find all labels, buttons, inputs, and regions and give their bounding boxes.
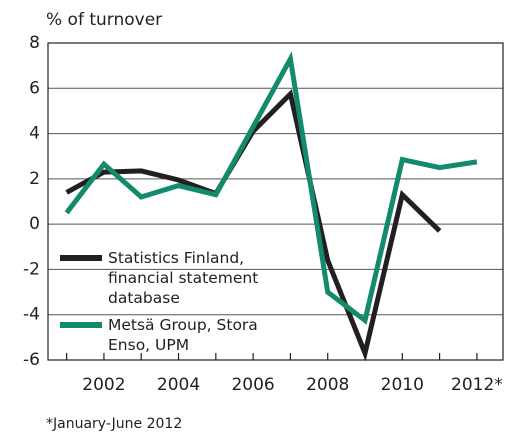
y-tick-label: -6 (23, 350, 40, 370)
y-tick-label: -2 (23, 259, 40, 279)
legend-label: Metsä Group, Stora Enso, UPM (108, 316, 258, 354)
legend-swatch (60, 255, 102, 261)
footnote: *January-June 2012 (46, 416, 182, 432)
y-axis-label: % of turnover (46, 10, 162, 30)
y-tick-label: 6 (29, 78, 40, 98)
y-tick-label: 2 (29, 169, 40, 189)
series-line (64, 51, 478, 325)
y-tick-label: 4 (29, 124, 40, 144)
x-tick-label: 2010 (381, 375, 424, 395)
plot-frame (47, 42, 504, 361)
x-tick-label: 2004 (157, 375, 200, 395)
y-tick-label: 8 (29, 33, 40, 53)
x-tick-label: 2012* (451, 375, 503, 395)
x-tick-label: 2008 (306, 375, 349, 395)
legend-label: Statistics Finland, financial statement … (108, 249, 259, 307)
y-tick-label: 0 (29, 214, 40, 234)
legend-swatch (60, 322, 102, 328)
x-tick-label: 2006 (231, 375, 274, 395)
x-tick-label: 2002 (82, 375, 125, 395)
y-tick-label: -4 (23, 305, 40, 325)
